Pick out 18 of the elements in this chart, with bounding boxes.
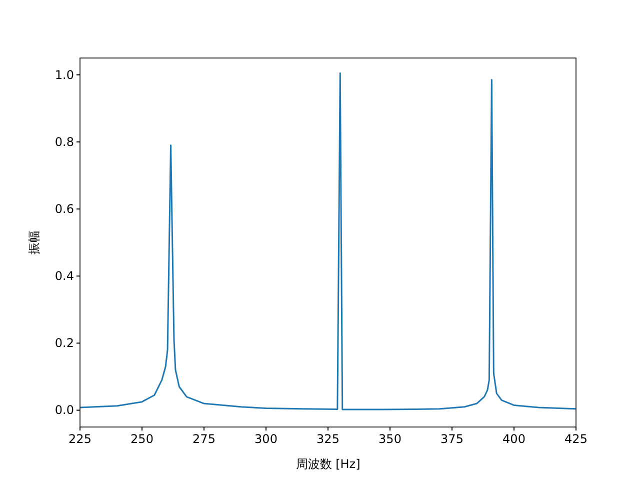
x-tick-label: 350 [378, 432, 402, 446]
line-series [80, 72, 576, 410]
x-tick-label: 325 [316, 432, 340, 446]
x-tick-label: 250 [130, 432, 154, 446]
x-tick-label: 225 [68, 432, 92, 446]
x-axis-title: 周波数 [Hz] [296, 457, 360, 471]
x-tick-label: 400 [502, 432, 526, 446]
y-tick-label: 0.4 [54, 269, 74, 284]
x-tick-label: 300 [254, 432, 278, 446]
y-tick-label: 0.8 [54, 134, 74, 149]
y-tick-label: 0.2 [54, 336, 74, 350]
y-tick-label: 1.0 [54, 68, 74, 82]
y-tick-label: 0.0 [54, 403, 74, 418]
x-tick-label: 375 [440, 432, 464, 446]
y-tick-label: 0.6 [54, 202, 74, 216]
y-axis-title: 振幅 [27, 230, 41, 254]
x-tick-label: 425 [564, 432, 588, 446]
x-tick-label: 275 [192, 432, 216, 446]
